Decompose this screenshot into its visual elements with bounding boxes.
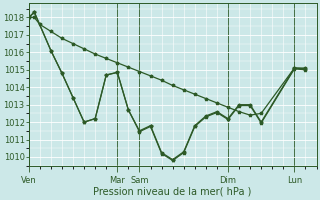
X-axis label: Pression niveau de la mer( hPa ): Pression niveau de la mer( hPa ) [93,187,252,197]
